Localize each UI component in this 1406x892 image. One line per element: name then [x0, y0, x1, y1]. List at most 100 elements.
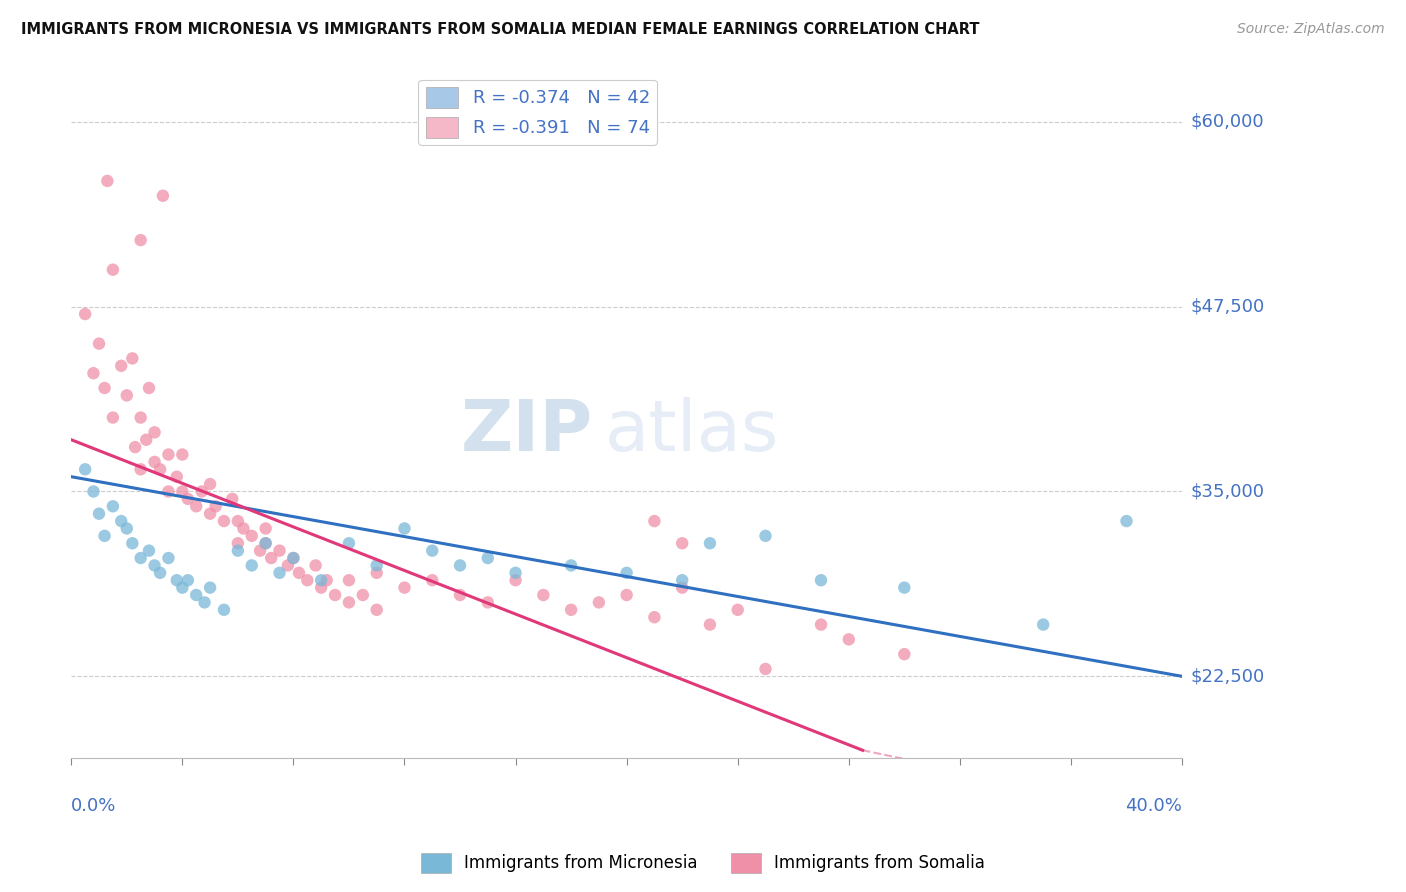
Point [727, 603, 749, 617]
Point [186, 588, 208, 602]
Point [198, 507, 221, 521]
Point [671, 581, 693, 595]
Text: $60,000: $60,000 [1191, 112, 1264, 131]
Point [157, 448, 180, 462]
Point [93, 381, 115, 395]
Point [172, 484, 194, 499]
Point [477, 595, 499, 609]
Point [260, 551, 283, 566]
Point [505, 573, 527, 587]
Text: 40.0%: 40.0% [1125, 797, 1182, 814]
Point [226, 536, 249, 550]
Legend: R = -0.374   N = 42, R = -0.391   N = 74: R = -0.374 N = 42, R = -0.391 N = 74 [419, 79, 657, 145]
Point [110, 514, 132, 528]
Point [671, 573, 693, 587]
Point [297, 573, 319, 587]
Point [449, 588, 471, 602]
Point [616, 588, 638, 602]
Point [1115, 514, 1137, 528]
Point [101, 410, 124, 425]
Point [143, 558, 166, 573]
Point [198, 581, 221, 595]
Point [309, 581, 332, 595]
Point [366, 558, 388, 573]
Point [172, 581, 194, 595]
Point [893, 581, 915, 595]
Point [87, 507, 110, 521]
Point [394, 581, 416, 595]
Point [477, 551, 499, 566]
Point [152, 188, 174, 202]
Point [129, 410, 152, 425]
Point [531, 588, 554, 602]
Point [449, 558, 471, 573]
Point [838, 632, 860, 647]
Point [893, 647, 915, 661]
Point [269, 566, 291, 580]
Point [96, 174, 118, 188]
Point [190, 484, 212, 499]
Point [121, 536, 143, 550]
Text: Source: ZipAtlas.com: Source: ZipAtlas.com [1237, 22, 1385, 37]
Point [82, 366, 104, 380]
Point [177, 573, 200, 587]
Point [212, 603, 235, 617]
Point [149, 566, 172, 580]
Point [87, 336, 110, 351]
Point [283, 551, 305, 566]
Point [643, 610, 665, 624]
Point [138, 543, 160, 558]
Point [240, 558, 263, 573]
Point [699, 536, 721, 550]
Point [366, 603, 388, 617]
Point [810, 573, 832, 587]
Point [337, 595, 360, 609]
Point [115, 388, 138, 402]
Point [249, 543, 271, 558]
Point [110, 359, 132, 373]
Point [309, 573, 332, 587]
Point [420, 573, 443, 587]
Point [75, 307, 97, 321]
Point [166, 469, 188, 483]
Point [352, 588, 374, 602]
Point [172, 448, 194, 462]
Point [394, 521, 416, 535]
Point [115, 521, 138, 535]
Point [240, 529, 263, 543]
Point [129, 462, 152, 476]
Point [138, 381, 160, 395]
Point [810, 617, 832, 632]
Point [129, 233, 152, 247]
Point [198, 477, 221, 491]
Text: ZIP: ZIP [461, 397, 593, 466]
Point [124, 440, 146, 454]
Point [254, 536, 277, 550]
Point [101, 500, 124, 514]
Point [616, 566, 638, 580]
Point [232, 521, 254, 535]
Point [1032, 617, 1054, 632]
Point [337, 536, 360, 550]
Point [643, 514, 665, 528]
Point [143, 455, 166, 469]
Point [166, 573, 188, 587]
Point [323, 588, 346, 602]
Point [315, 573, 337, 587]
Point [75, 462, 97, 476]
Point [283, 551, 305, 566]
Point [699, 617, 721, 632]
Point [135, 433, 157, 447]
Text: IMMIGRANTS FROM MICRONESIA VS IMMIGRANTS FROM SOMALIA MEDIAN FEMALE EARNINGS COR: IMMIGRANTS FROM MICRONESIA VS IMMIGRANTS… [21, 22, 980, 37]
Point [671, 536, 693, 550]
Point [588, 595, 610, 609]
Point [129, 551, 152, 566]
Point [193, 595, 215, 609]
Text: $47,500: $47,500 [1191, 298, 1264, 316]
Point [420, 543, 443, 558]
Point [754, 662, 776, 676]
Point [337, 573, 360, 587]
Point [269, 543, 291, 558]
Text: atlas: atlas [605, 397, 779, 466]
Point [101, 262, 124, 277]
